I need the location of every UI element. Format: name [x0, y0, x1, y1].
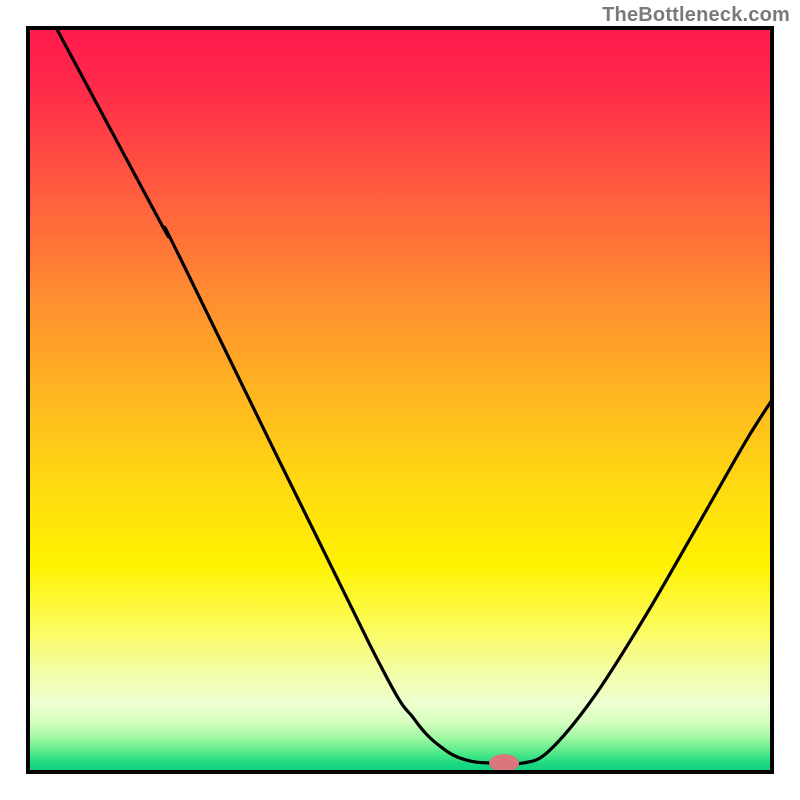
optimal-point-marker [489, 754, 519, 772]
chart-container: TheBottleneck.com [0, 0, 800, 800]
gradient-background [28, 28, 772, 772]
watermark-text: TheBottleneck.com [602, 4, 790, 27]
bottleneck-curve-chart [0, 0, 800, 800]
